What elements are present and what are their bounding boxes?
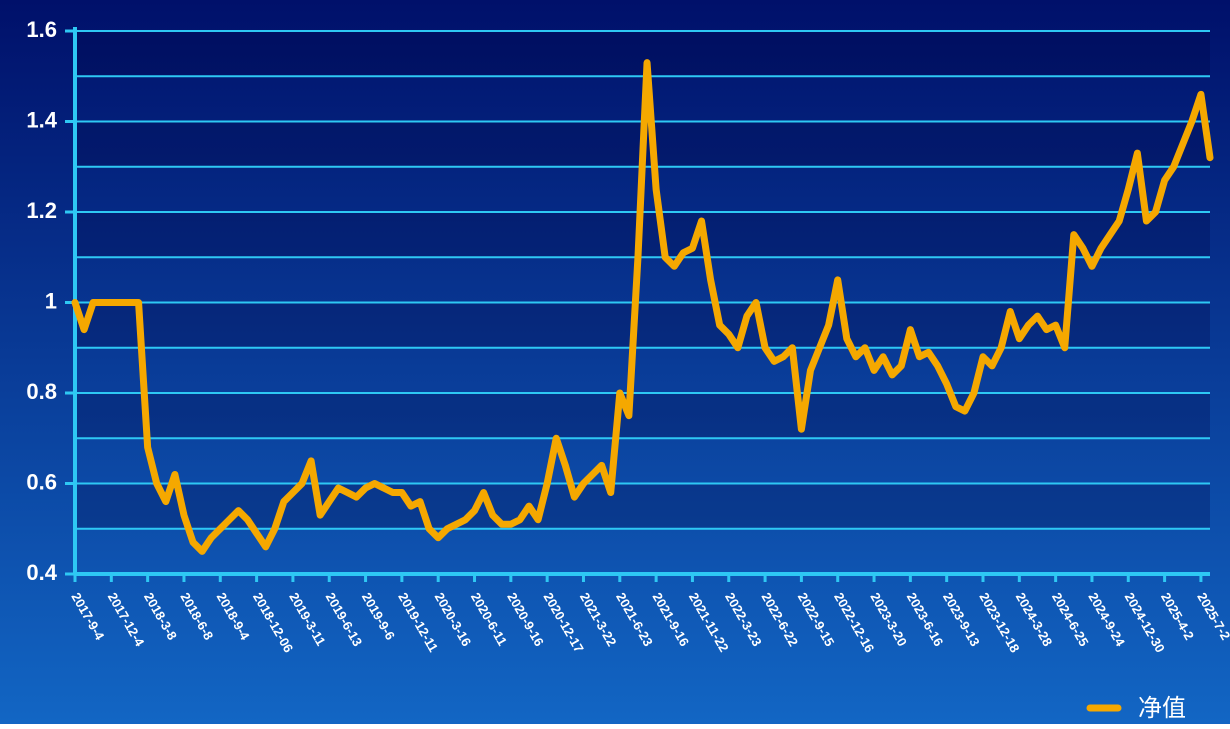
y-tick-label: 0.6: [26, 469, 57, 494]
band: [75, 483, 1210, 529]
y-tick-label: 1.4: [26, 107, 57, 132]
legend-label: 净值: [1138, 695, 1186, 722]
line: [71, 59, 1214, 555]
y-tick-label: 0.8: [26, 379, 57, 404]
y-tick-label: 1.6: [26, 17, 57, 42]
y-tick-label: 1: [45, 288, 57, 313]
band: [75, 393, 1210, 439]
y-tick-label: 1.2: [26, 198, 57, 223]
band: [75, 31, 1210, 77]
y-tick-label: 0.4: [26, 560, 57, 585]
